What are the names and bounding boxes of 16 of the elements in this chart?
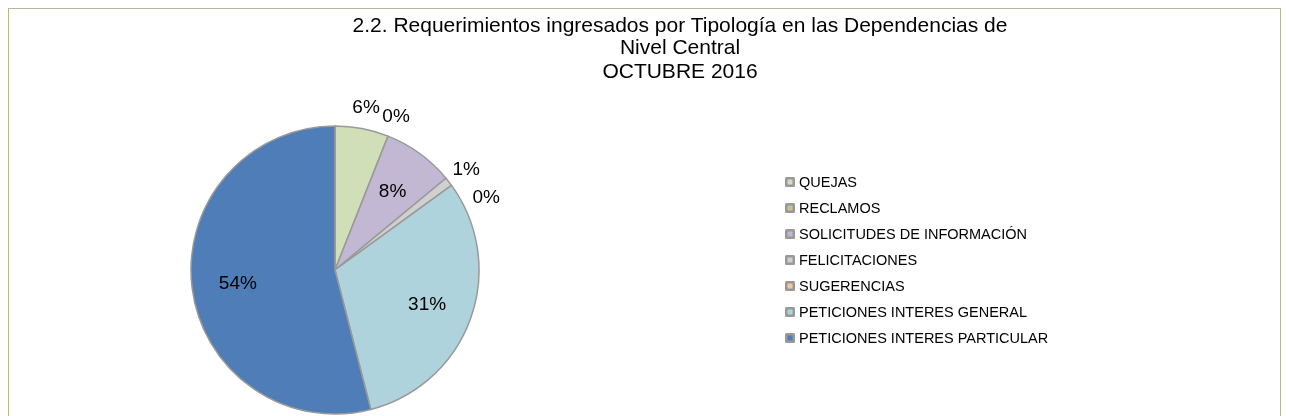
legend-label: SOLICITUDES DE INFORMACIÓN [799, 226, 1027, 242]
text: 0% [382, 105, 410, 127]
text: 0% [472, 185, 500, 207]
data-label: 54% [218, 271, 257, 293]
legend-label: RECLAMOS [799, 200, 881, 216]
chart-title: 2.2. Requerimientos ingresados por Tipología en las Dependencias de Nivel Central [352, 13, 1008, 58]
legend-label: FELICITACIONES [799, 252, 918, 268]
data-label: 31% [408, 292, 447, 314]
chart-subtitle: OCTUBRE 2016 [602, 59, 758, 82]
legend-label: SUGERENCIAS [799, 278, 905, 294]
legend-label: QUEJAS [799, 174, 858, 190]
data-label: 1% [452, 157, 480, 179]
data-label: 8% [378, 180, 407, 202]
data-label: 6% [352, 96, 380, 118]
legend-label: PETICIONES INTERES PARTICULAR [799, 330, 1049, 346]
legend-label: PETICIONES INTERES GENERAL [799, 304, 1028, 320]
